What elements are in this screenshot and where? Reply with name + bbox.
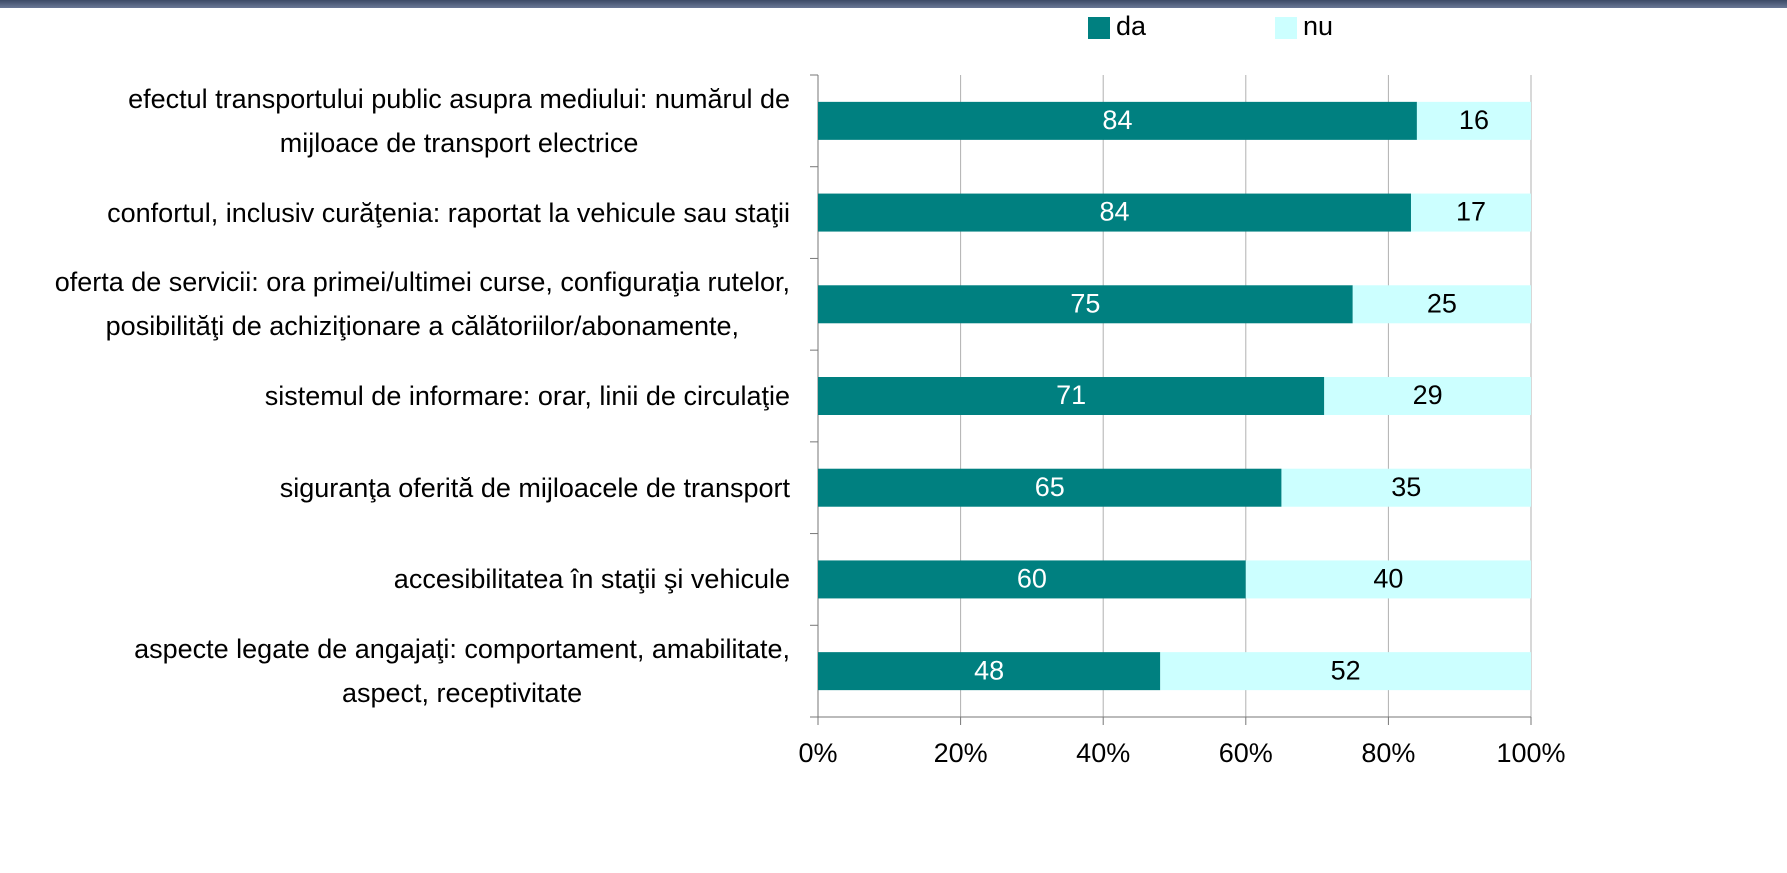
bar-segment (1160, 652, 1531, 691)
x-tick-label: 100% (1496, 738, 1565, 768)
data-label: 84 (1102, 105, 1132, 135)
bar-segment (1410, 193, 1531, 232)
category-label: sistemul de informare: orar, linii de ci… (264, 381, 790, 411)
data-label: 40 (1373, 564, 1403, 594)
bar-segment (1281, 468, 1531, 507)
bar-segment (1324, 377, 1531, 415)
data-label: 52 (1331, 655, 1361, 685)
category-label: aspecte legate de angajaţi: comportament… (134, 634, 790, 709)
category-label: efectul transportului public asupra medi… (128, 83, 790, 158)
data-label: 48 (974, 655, 1004, 685)
data-label: 25 (1427, 288, 1457, 318)
category-label: confortul, inclusiv curăţenia: raportat … (107, 197, 790, 228)
x-tick-label: 0% (798, 738, 837, 768)
bar-segment (818, 101, 1417, 140)
legend-label: da (1116, 11, 1147, 41)
legend-swatch (1088, 17, 1110, 39)
bar-segment (1245, 560, 1531, 599)
x-tick-label: 40% (1076, 738, 1130, 768)
x-tick-label: 60% (1219, 738, 1273, 768)
bar-segment (818, 652, 1161, 691)
category-label: siguranţa oferită de mijloacele de trans… (279, 472, 790, 503)
data-label: 84 (1099, 197, 1129, 227)
category-label: accesibilitatea în staţii şi vehicule (393, 564, 790, 595)
data-label: 75 (1070, 288, 1100, 318)
bar-segment (818, 560, 1246, 599)
x-tick-label: 80% (1361, 738, 1415, 768)
x-tick-label: 20% (934, 738, 988, 768)
bar-segment (818, 193, 1411, 232)
legend-swatch (1275, 17, 1297, 39)
bar-segment (818, 468, 1282, 507)
bar-segment (1352, 285, 1531, 324)
bar-segment (818, 377, 1325, 415)
data-label: 60 (1017, 564, 1047, 594)
legend-label: nu (1303, 11, 1333, 41)
header-strip (0, 0, 1787, 8)
bar-segment (1416, 101, 1531, 140)
data-label: 16 (1459, 105, 1489, 135)
data-label: 29 (1413, 380, 1443, 410)
category-label: oferta de servicii: ora primei/ultimei c… (54, 267, 790, 342)
data-label: 35 (1391, 472, 1421, 502)
data-label: 17 (1456, 197, 1486, 227)
data-label: 65 (1035, 472, 1065, 502)
bar-segment (818, 285, 1353, 324)
data-label: 71 (1056, 380, 1086, 410)
